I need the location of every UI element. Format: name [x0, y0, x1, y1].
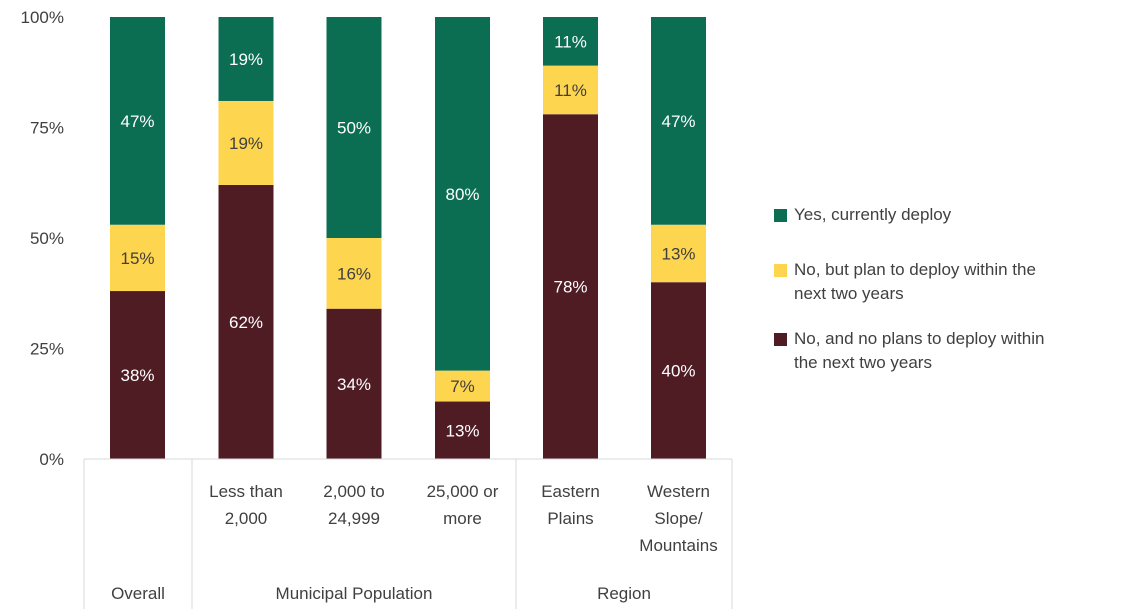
legend-label: the next two years — [794, 353, 932, 372]
bar-segment — [651, 224, 706, 283]
bar-stack: 62% 19% 19% — [218, 17, 274, 459]
data-label: 15% — [120, 249, 154, 268]
data-label: 11% — [554, 32, 587, 51]
y-axis: 0% 25% 50% 75% 100% — [21, 8, 64, 469]
data-label: 16% — [337, 264, 371, 283]
x-tick-label: more — [443, 509, 482, 528]
data-label: 13% — [661, 244, 695, 263]
x-tick-label: 24,999 — [328, 509, 380, 528]
bar-segment — [110, 291, 165, 459]
x-tick-label: 25,000 or — [427, 482, 499, 501]
group-label: Municipal Population — [276, 584, 433, 603]
data-label: 34% — [337, 375, 371, 394]
y-tick-label: 75% — [30, 119, 64, 138]
data-label: 78% — [553, 278, 587, 297]
data-label: 47% — [661, 112, 695, 131]
bar-segment — [110, 17, 165, 225]
data-label: 19% — [229, 134, 263, 153]
data-label: 19% — [229, 50, 263, 69]
legend-swatch — [774, 264, 787, 277]
bar-segment — [110, 224, 165, 292]
bar-stack: 38% 15% 47% — [110, 17, 165, 459]
x-tick-label: Mountains — [639, 536, 717, 555]
data-label: 47% — [120, 112, 154, 131]
bar-segment — [543, 65, 598, 115]
bar-area: 38% 15% 47% 62% 19% 19% 34% 16% 50% 13% 7% 80% 78% 11… — [110, 17, 706, 460]
bar-stack: 34% 16% 50% — [326, 17, 382, 459]
y-tick-label: 25% — [30, 340, 64, 359]
legend-label: No, but plan to deploy within the — [794, 260, 1036, 279]
x-tick-label: Eastern — [541, 482, 600, 501]
bar-segment — [435, 401, 490, 459]
x-tick-label: Slope/ — [654, 509, 702, 528]
bar-segment — [435, 370, 490, 402]
x-tick-label: 2,000 to — [323, 482, 384, 501]
y-tick-label: 50% — [30, 229, 64, 248]
x-tick-label: Western — [647, 482, 710, 501]
bar-segment — [218, 100, 274, 185]
x-tick-label: 2,000 — [225, 509, 268, 528]
data-label: 62% — [229, 313, 263, 332]
data-label: 13% — [445, 421, 479, 440]
x-axis: Less than 2,000 2,000 to 24,999 25,000 or mor… — [83, 458, 733, 609]
x-tick-label: Less than — [209, 482, 283, 501]
data-label: 11% — [554, 81, 587, 100]
y-tick-label: 100% — [21, 8, 64, 27]
bar-segment — [651, 282, 706, 459]
group-label: Overall — [111, 584, 165, 603]
legend-item: Yes, currently deploy — [774, 203, 1128, 227]
data-label: 7% — [450, 377, 475, 396]
bar-segment — [326, 17, 382, 238]
data-label: 40% — [661, 362, 695, 381]
x-tick-label: Plains — [547, 509, 593, 528]
bar-stack: 13% 7% 80% — [435, 17, 490, 459]
y-tick-label: 0% — [39, 450, 64, 469]
legend-label: Yes, currently deploy — [794, 205, 952, 224]
legend-swatch — [774, 333, 787, 346]
legend-label: No, and no plans to deploy within — [794, 329, 1045, 348]
bar-segment — [218, 184, 274, 459]
bar-stack: 78% 11% 11% — [543, 17, 598, 460]
legend-label: next two years — [794, 284, 904, 303]
bar-segment — [326, 238, 382, 309]
data-label: 80% — [445, 185, 479, 204]
legend-swatch — [774, 209, 787, 222]
data-label: 38% — [120, 366, 154, 385]
legend-item: No, but plan to deploy within the next tw… — [774, 258, 1128, 306]
bar-segment — [326, 308, 382, 459]
legend-item: No, and no plans to deploy within the nex… — [774, 327, 1128, 375]
bar-segment — [435, 17, 490, 371]
bar-segment — [218, 17, 274, 101]
bar-segment — [543, 17, 598, 66]
bar-segment — [543, 114, 598, 460]
data-label: 50% — [337, 119, 371, 138]
bar-segment — [651, 17, 706, 225]
bar-stack: 40% 13% 47% — [651, 17, 706, 459]
group-label: Region — [597, 584, 651, 603]
legend: Yes, currently deploy No, but plan to dep… — [774, 203, 1128, 396]
